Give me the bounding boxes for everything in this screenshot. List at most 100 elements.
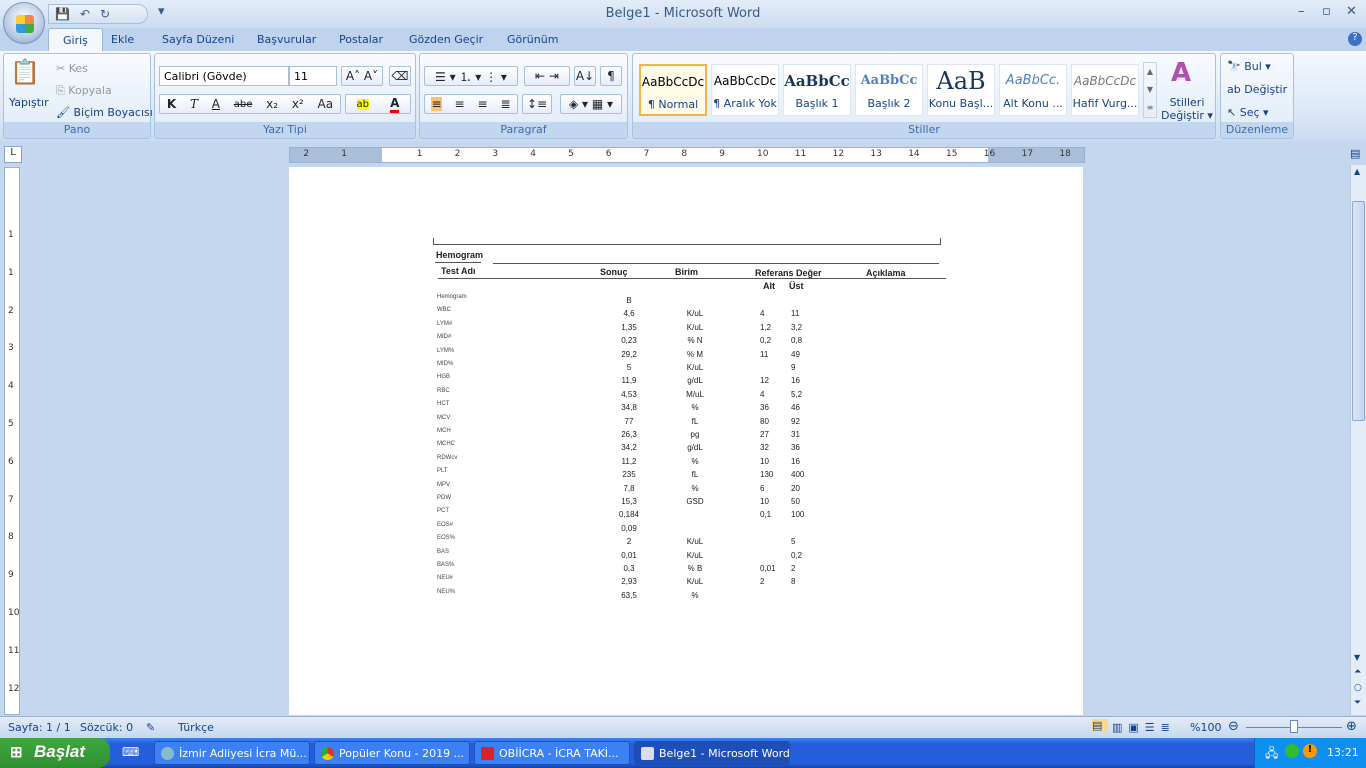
view-ruler-icon[interactable]: ▤ [1350,147,1361,160]
bold-button[interactable]: K [166,97,177,111]
section-title: Hemogram [436,250,484,260]
list-buttons[interactable]: ☰ ▾ ⒈ ▾ ⋮ ▾ [424,66,518,86]
underline-button[interactable]: A [211,97,220,111]
customize-qat-icon[interactable]: ▾ [158,4,165,19]
select-button[interactable]: ↖ Seç ▾ [1227,106,1269,119]
scroll-down-icon[interactable]: ▼ [1354,653,1361,662]
find-button[interactable]: 🔭 Bul ▾ [1227,60,1271,73]
paste-icon[interactable]: 📋 [10,58,40,86]
help-icon[interactable]: ? [1348,32,1362,46]
align-left-icon[interactable]: ≡ [431,97,442,111]
superscript-button[interactable]: x² [291,97,304,111]
justify-icon[interactable]: ≣ [500,97,511,111]
column-header-result: Sonuç [600,267,628,277]
change-case-button[interactable]: Aa [317,97,334,111]
zoom-level[interactable]: %100 [1190,721,1222,734]
next-page-icon[interactable]: ⏷ [1354,698,1362,708]
word-count[interactable]: Sözcük: 0 [80,721,134,734]
style-heading-2[interactable]: AaBbCc Başlık 2 [855,64,923,116]
ruler-number: 2 [454,149,461,159]
prev-page-icon[interactable]: ⏶ [1354,667,1362,677]
task-populer-konu[interactable]: Popüler Konu - 2019 ... [314,741,470,765]
tab-postalar[interactable]: Postalar [339,33,384,46]
style-subtitle[interactable]: AaBbCc. Alt Konu ... [999,64,1067,116]
italic-button[interactable]: T [189,97,198,111]
horizontal-ruler[interactable]: 2 1 1 2 3 4 5 6 7 8 9 10 11 12 13 14 15 16 17 18 [289,147,1085,163]
sort-icon[interactable]: A↓ [574,66,596,86]
word-icon [641,747,654,760]
format-painter-button[interactable]: 🖌 Biçim Boyacısı [56,106,153,119]
replace-button[interactable]: ab Değiştir [1227,83,1288,96]
tab-stop-selector[interactable]: L [4,146,22,163]
test-unit: g/dL [687,376,703,386]
browse-object-icon[interactable]: ○ [1354,683,1362,693]
zoom-out-icon[interactable]: ⊖ [1228,719,1239,734]
vertical-scrollbar[interactable]: ▲ ▼ ⏶ ○ ⏷ [1350,165,1366,715]
redo-icon[interactable]: ↻ [100,7,111,21]
test-unit: fL [691,416,699,426]
vertical-ruler[interactable]: 1 1 2 3 4 5 6 7 8 9 10 11 12 [4,167,20,715]
strikethrough-button[interactable]: abe [233,98,253,110]
task-izmir-adliyesi[interactable]: İzmir Adliyesi İcra Mü... [154,741,310,765]
copy-button[interactable]: ⎘ Kopyala [56,84,112,97]
shading-borders-buttons[interactable]: ◈ ▾ ▦ ▾ [560,94,622,114]
style-title[interactable]: AaB Konu Başl... [927,64,995,116]
change-styles-button[interactable]: Stilleri Değiştir ▾ [1161,96,1213,122]
keyboard-icon[interactable]: ⌨ [122,745,140,759]
scroll-thumb[interactable] [1352,201,1365,421]
view-buttons[interactable]: ▥▣☰≣ [1112,721,1176,734]
minimize-button[interactable]: – [1298,4,1305,19]
network-icon[interactable]: 🖧 [1265,746,1279,760]
test-unit: K/uL [686,577,704,587]
undo-icon[interactable]: ↶ [79,7,91,21]
tab-ekle[interactable]: Ekle [111,33,135,46]
align-right-icon[interactable]: ≡ [477,97,488,111]
tab-gorunum[interactable]: Görünüm [507,33,559,46]
style-no-spacing[interactable]: AaBbCcDc ¶ Aralık Yok [711,64,779,116]
start-button[interactable]: ⊞ Başlat [0,738,110,768]
styles-gallery-scroll[interactable]: ▲ ▼ ≡ [1143,62,1157,118]
save-icon[interactable]: 💾 [55,7,70,21]
task-belge1-word[interactable]: Belge1 - Microsoft Word [634,741,790,765]
tab-basvurular[interactable]: Başvurular [257,33,317,46]
tab-sayfa-duzeni[interactable]: Sayfa Düzeni [162,33,235,46]
scroll-up-icon[interactable]: ▲ [1354,167,1361,176]
proofing-icon[interactable]: ✎ [146,721,156,734]
paste-button[interactable]: Yapıştır [9,96,49,109]
office-button[interactable] [3,2,45,44]
power-icon[interactable] [1285,744,1299,758]
ruler-number: 13 [870,149,882,159]
font-size-select[interactable]: 11 [289,66,337,86]
document-page[interactable]: Hemogram Test Adı Sonuç Birim Referans Değer… [289,167,1083,715]
tab-gozden-gecir[interactable]: Gözden Geçir [409,33,484,46]
zoom-in-icon[interactable]: ⊕ [1346,719,1357,734]
clear-formatting-icon[interactable]: ⌫ [389,66,411,86]
line-spacing-icon[interactable]: ↕≡ [522,94,552,114]
align-center-icon[interactable]: ≡ [454,97,465,111]
font-name-select[interactable]: Calibri (Gövde) [159,66,289,86]
style-heading-1[interactable]: AaBbCc Başlık 1 [783,64,851,116]
task-obiicra[interactable]: OBİİCRA - İCRA TAKİ... [474,741,630,765]
style-normal[interactable]: AaBbCcDc ¶ Normal [639,64,707,116]
show-marks-button[interactable]: ¶ [600,66,622,86]
warning-icon[interactable]: ! [1303,744,1317,758]
view-print-layout-icon[interactable]: ▤ [1092,719,1109,732]
style-subtle-emphasis[interactable]: AaBbCcDc Hafif Vurg... [1071,64,1139,116]
close-button[interactable]: ✕ [1346,4,1357,19]
font-color-icon[interactable]: A [390,96,400,113]
zoom-slider-thumb[interactable] [1290,720,1298,733]
language[interactable]: Türkçe [178,721,214,734]
grow-shrink-font-button[interactable]: A˄ A˅ [341,66,383,86]
reference-low: 32 [760,443,769,453]
page-count[interactable]: Sayfa: 1 / 1 [8,721,71,734]
indent-buttons[interactable]: ⇤ ⇥ [524,66,570,86]
tab-giris[interactable]: Giriş [48,28,103,52]
highlight-icon[interactable]: ab [356,98,370,110]
subscript-button[interactable]: x₂ [266,97,279,111]
cut-button[interactable]: ✂ Kes [56,62,88,75]
reference-low: 0,1 [760,510,772,520]
maximize-button[interactable]: ▫ [1322,4,1331,19]
reference-low: 130 [760,470,774,480]
test-name: LYM% [437,347,455,354]
report-top-border [433,244,941,245]
